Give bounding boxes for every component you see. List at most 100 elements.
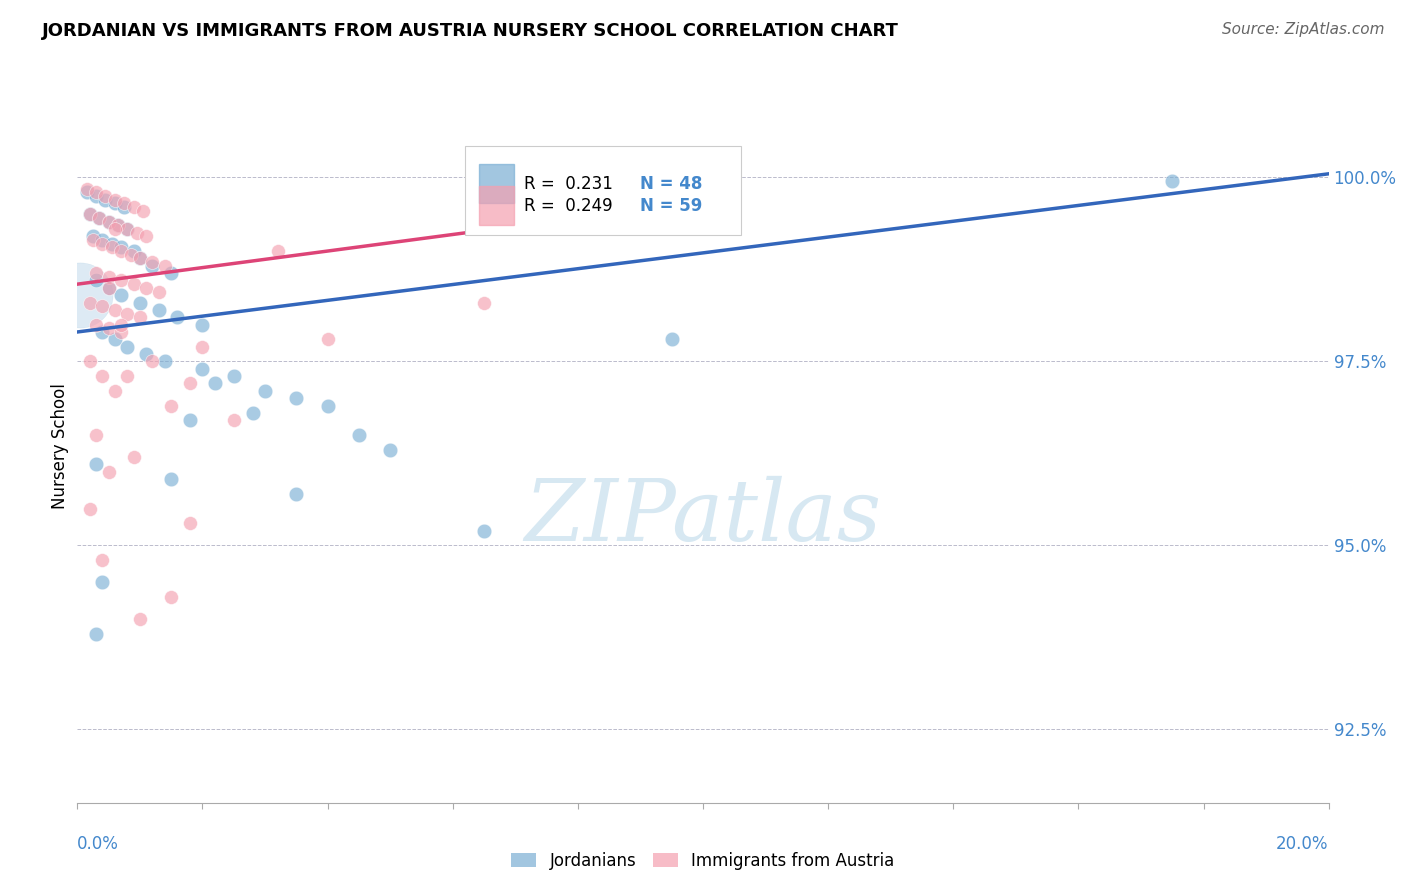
Point — [122, 450, 145, 464]
Point — [97, 214, 120, 228]
Point — [179, 413, 201, 427]
Point — [380, 442, 402, 457]
Point — [135, 281, 157, 295]
Point — [89, 211, 111, 225]
Point — [122, 244, 145, 258]
Point — [112, 200, 135, 214]
Point — [160, 266, 183, 280]
Point — [84, 266, 107, 280]
Point — [91, 575, 114, 590]
Point — [110, 288, 132, 302]
Point — [104, 196, 127, 211]
Point — [117, 222, 139, 236]
Text: 20.0%: 20.0% — [1277, 835, 1329, 853]
Point — [661, 332, 683, 346]
Point — [191, 340, 214, 354]
Point — [79, 501, 101, 516]
Point — [104, 332, 127, 346]
Point — [110, 318, 132, 332]
Point — [122, 200, 145, 214]
Point — [191, 361, 214, 376]
Point — [129, 310, 152, 325]
Point — [79, 207, 101, 221]
Point — [104, 222, 127, 236]
Point — [91, 233, 114, 247]
Point — [179, 376, 201, 391]
Point — [141, 354, 163, 368]
Point — [84, 458, 107, 472]
Point — [242, 406, 264, 420]
Point — [316, 332, 339, 346]
Text: N = 59: N = 59 — [641, 196, 703, 214]
Point — [84, 318, 107, 332]
Point — [285, 487, 308, 501]
Point — [91, 325, 114, 339]
Point — [84, 185, 107, 199]
Point — [472, 295, 495, 310]
Point — [97, 281, 120, 295]
Point — [84, 428, 107, 442]
Point — [254, 384, 277, 398]
Point — [129, 252, 152, 266]
Point — [135, 347, 157, 361]
Point — [91, 299, 114, 313]
Point — [120, 248, 142, 262]
Point — [84, 626, 107, 640]
Point — [107, 219, 129, 233]
Point — [91, 369, 114, 384]
Point — [141, 255, 163, 269]
Point — [69, 288, 91, 302]
Point — [94, 189, 117, 203]
Point — [148, 302, 170, 317]
Text: R =  0.249: R = 0.249 — [524, 196, 613, 214]
Point — [153, 259, 176, 273]
Point — [132, 203, 155, 218]
Point — [94, 193, 117, 207]
Point — [122, 277, 145, 292]
Point — [125, 226, 148, 240]
Point — [204, 376, 226, 391]
Point — [117, 340, 139, 354]
Point — [316, 399, 339, 413]
Text: N = 48: N = 48 — [641, 175, 703, 193]
Point — [160, 472, 183, 486]
Point — [117, 222, 139, 236]
Text: 0.0%: 0.0% — [77, 835, 120, 853]
Point — [166, 310, 188, 325]
Point — [129, 295, 152, 310]
Point — [100, 240, 122, 254]
Point — [104, 302, 127, 317]
Legend: Jordanians, Immigrants from Austria: Jordanians, Immigrants from Austria — [506, 847, 900, 875]
Point — [79, 354, 101, 368]
Point — [1161, 174, 1184, 188]
Text: Source: ZipAtlas.com: Source: ZipAtlas.com — [1222, 22, 1385, 37]
Text: JORDANIAN VS IMMIGRANTS FROM AUSTRIA NURSERY SCHOOL CORRELATION CHART: JORDANIAN VS IMMIGRANTS FROM AUSTRIA NUR… — [42, 22, 898, 40]
Point — [84, 273, 107, 287]
Point — [285, 391, 308, 405]
Point — [91, 236, 114, 251]
Point — [148, 285, 170, 299]
Text: R =  0.231: R = 0.231 — [524, 175, 613, 193]
FancyBboxPatch shape — [479, 164, 515, 203]
Point — [89, 211, 111, 225]
Point — [91, 553, 114, 567]
Point — [104, 193, 127, 207]
Point — [160, 399, 183, 413]
Point — [79, 207, 101, 221]
Point — [117, 307, 139, 321]
Point — [129, 612, 152, 626]
Point — [110, 244, 132, 258]
Point — [97, 465, 120, 479]
Point — [110, 240, 132, 254]
Point — [82, 229, 104, 244]
Point — [97, 269, 120, 284]
Point — [84, 189, 107, 203]
Point — [76, 185, 98, 199]
Point — [97, 281, 120, 295]
Point — [112, 196, 135, 211]
Point — [110, 325, 132, 339]
FancyBboxPatch shape — [465, 146, 741, 235]
Point — [222, 369, 245, 384]
Point — [141, 259, 163, 273]
Point — [472, 524, 495, 538]
